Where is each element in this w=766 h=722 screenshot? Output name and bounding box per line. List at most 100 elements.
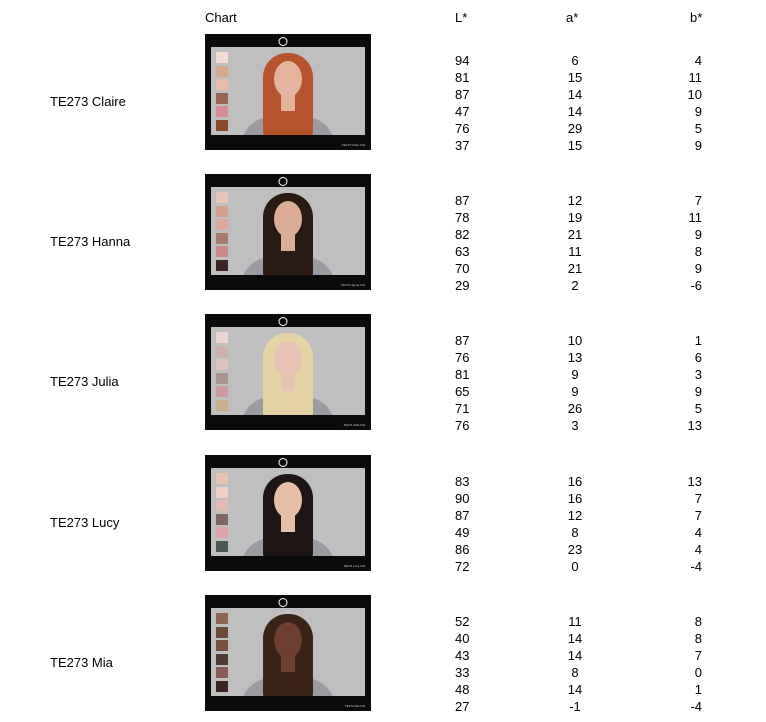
color-swatch xyxy=(216,246,228,257)
chart-caption: TE273 Hanna 3x9 xyxy=(340,283,365,287)
value-cell: 11 xyxy=(568,614,582,629)
value-cell: 26 xyxy=(567,401,583,416)
value-cell: 15 xyxy=(567,70,583,85)
value-cell: 6 xyxy=(571,53,579,68)
value-cell: 4 xyxy=(694,53,702,68)
header-a: a* xyxy=(566,10,579,25)
a-values: 16 16 12 8 23 0 xyxy=(545,473,605,575)
value-cell: 12 xyxy=(567,193,583,208)
value-cell: 14 xyxy=(567,104,583,119)
value-cell: 13 xyxy=(567,350,583,365)
color-swatch xyxy=(216,386,228,397)
value-cell: 8 xyxy=(571,665,579,680)
portrait-image xyxy=(211,608,365,696)
color-swatch xyxy=(216,219,228,230)
a-values: 6 15 14 14 29 15 xyxy=(545,52,605,154)
value-cell: 94 xyxy=(455,53,470,68)
face xyxy=(274,341,302,377)
logo-icon xyxy=(278,37,288,46)
value-cell: -4 xyxy=(690,699,702,714)
value-cell: 16 xyxy=(567,491,583,506)
chart-thumbnail: TE273 Claire 3x9 xyxy=(205,34,371,150)
l-values: 87 76 81 65 71 76 xyxy=(455,332,469,434)
l-values: 87 78 82 63 70 29 xyxy=(455,192,469,294)
value-cell: -1 xyxy=(569,699,581,714)
color-swatch xyxy=(216,52,228,63)
value-cell: 3 xyxy=(694,367,702,382)
value-cell: 7 xyxy=(694,648,702,663)
value-cell: 87 xyxy=(455,333,470,348)
face xyxy=(274,482,302,518)
chart-thumbnail: TE273 Julia 3x9 xyxy=(205,314,371,430)
color-swatch xyxy=(216,65,228,77)
value-cell: 9 xyxy=(694,384,702,399)
color-swatch xyxy=(216,613,228,624)
chart-row: TE273 Mia TE273 Mia 3x9 52 40 43 33 48 27 11 14… xyxy=(0,595,766,722)
portrait-image xyxy=(211,468,365,556)
value-cell: 19 xyxy=(567,210,583,225)
color-swatch xyxy=(216,399,228,411)
portrait-image xyxy=(211,327,365,415)
value-cell: 12 xyxy=(567,508,583,523)
chart-row: TE273 Claire TE273 Claire 3x9 94 81 87 47 76… xyxy=(0,34,766,174)
value-cell: 0 xyxy=(694,665,702,680)
value-cell: 11 xyxy=(568,244,582,259)
color-swatch xyxy=(216,513,228,525)
value-cell: 27 xyxy=(455,699,470,714)
value-cell: 87 xyxy=(455,193,470,208)
color-swatch xyxy=(216,345,228,357)
value-cell: 7 xyxy=(694,491,702,506)
value-cell: 49 xyxy=(455,525,470,540)
value-cell: 11 xyxy=(688,70,703,85)
chart-caption: TE273 Lucy 3x9 xyxy=(343,564,365,568)
value-cell: 82 xyxy=(455,227,470,242)
value-cell: 5 xyxy=(694,401,702,416)
value-cell: 9 xyxy=(694,227,702,242)
color-swatch xyxy=(216,640,228,651)
value-cell: 0 xyxy=(571,559,579,574)
color-swatch xyxy=(216,667,228,678)
color-swatch xyxy=(216,473,228,484)
value-cell: 72 xyxy=(455,559,470,574)
value-cell: 8 xyxy=(694,244,702,259)
value-cell: 14 xyxy=(567,682,583,697)
color-swatch xyxy=(216,92,228,104)
value-cell: 21 xyxy=(567,227,583,242)
chart-name: TE273 Hanna xyxy=(50,234,131,249)
value-cell: 9 xyxy=(694,138,702,153)
value-cell: 11 xyxy=(688,210,703,225)
chart-thumbnail: TE273 Hanna 3x9 xyxy=(205,174,371,290)
a-values: 10 13 9 9 26 3 xyxy=(545,332,605,434)
b-values: 7 11 9 8 9 -6 xyxy=(670,192,703,294)
value-cell: 76 xyxy=(455,418,470,433)
color-swatch xyxy=(216,205,228,217)
neck xyxy=(281,93,295,111)
portrait-image xyxy=(211,187,365,275)
value-cell: 78 xyxy=(455,210,470,225)
face xyxy=(274,622,302,658)
color-swatch xyxy=(216,192,228,203)
value-cell: 9 xyxy=(694,104,702,119)
color-swatch xyxy=(216,232,228,244)
color-swatch xyxy=(216,119,228,131)
chart-name: TE273 Claire xyxy=(50,94,126,109)
chart-row: TE273 Lucy TE273 Lucy 3x9 83 90 87 49 86 72 16… xyxy=(0,455,766,595)
chart-caption: TE273 Mia 3x9 xyxy=(344,704,365,708)
color-swatch xyxy=(216,626,228,638)
value-cell: 9 xyxy=(571,384,579,399)
value-cell: 87 xyxy=(455,87,470,102)
value-cell: 4 xyxy=(694,525,702,540)
value-cell: 16 xyxy=(567,474,583,489)
value-cell: 81 xyxy=(455,367,470,382)
chart-row: TE273 Julia TE273 Julia 3x9 87 76 81 65 71 76… xyxy=(0,314,766,454)
chart-caption: TE273 Claire 3x9 xyxy=(341,143,365,147)
value-cell: 4 xyxy=(694,542,702,557)
value-cell: 29 xyxy=(455,278,470,293)
b-values: 13 7 7 4 4 -4 xyxy=(670,473,702,575)
header-chart: Chart xyxy=(205,10,237,25)
header-b: b* xyxy=(690,10,703,25)
value-cell: 6 xyxy=(694,350,702,365)
l-values: 94 81 87 47 76 37 xyxy=(455,52,469,154)
value-cell: 90 xyxy=(455,491,470,506)
